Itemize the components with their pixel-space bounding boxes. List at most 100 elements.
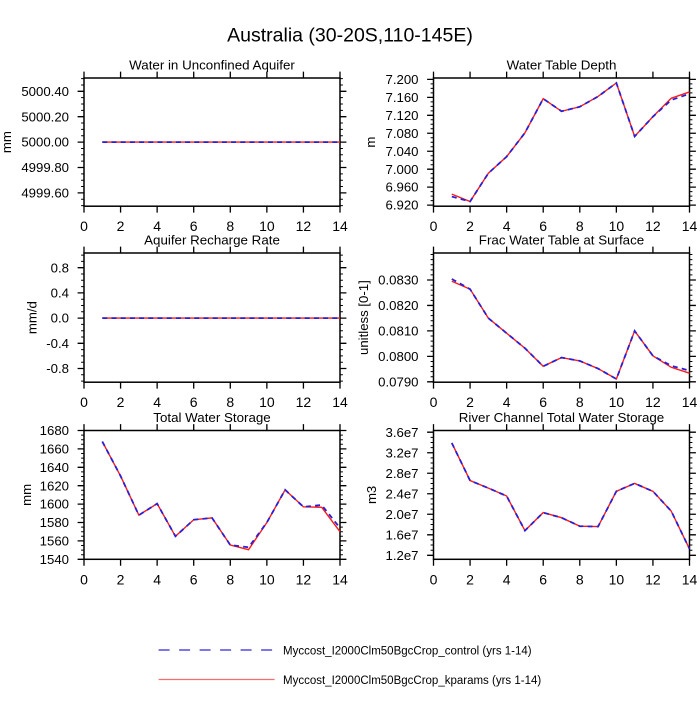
svg-text:4: 4 — [503, 218, 511, 234]
svg-text:2: 2 — [466, 571, 474, 587]
svg-text:5000.00: 5000.00 — [21, 135, 69, 150]
svg-text:0.4: 0.4 — [51, 286, 69, 301]
svg-text:0: 0 — [430, 218, 438, 234]
svg-text:Australia (30-20S,110-145E): Australia (30-20S,110-145E) — [227, 25, 473, 47]
svg-text:6: 6 — [190, 218, 198, 234]
svg-text:5000.40: 5000.40 — [21, 84, 69, 99]
svg-text:14: 14 — [332, 218, 348, 234]
svg-text:1560: 1560 — [40, 534, 69, 549]
svg-text:0.8: 0.8 — [51, 260, 69, 275]
svg-text:8: 8 — [226, 571, 234, 587]
svg-text:Total Water Storage: Total Water Storage — [153, 410, 270, 425]
svg-text:0.0810: 0.0810 — [378, 324, 418, 339]
svg-text:10: 10 — [259, 571, 275, 587]
svg-text:2: 2 — [466, 218, 474, 234]
svg-text:2: 2 — [117, 218, 125, 234]
svg-text:Water Table Depth: Water Table Depth — [507, 57, 617, 72]
svg-text:mm: mm — [19, 484, 34, 506]
svg-text:8: 8 — [576, 571, 584, 587]
svg-text:14: 14 — [682, 218, 698, 234]
svg-text:4999.60: 4999.60 — [21, 186, 69, 201]
svg-text:14: 14 — [682, 394, 698, 410]
svg-text:12: 12 — [645, 571, 661, 587]
svg-text:mm: mm — [0, 131, 14, 153]
svg-text:1540: 1540 — [40, 552, 69, 567]
svg-text:8: 8 — [226, 394, 234, 410]
svg-text:4999.80: 4999.80 — [21, 160, 69, 175]
svg-text:0.0790: 0.0790 — [378, 374, 418, 389]
svg-text:1.6e7: 1.6e7 — [385, 527, 418, 542]
svg-text:-0.4: -0.4 — [46, 336, 69, 351]
svg-text:12: 12 — [296, 218, 312, 234]
svg-text:m: m — [363, 137, 378, 148]
svg-text:1660: 1660 — [40, 442, 69, 457]
svg-text:4: 4 — [503, 394, 511, 410]
svg-text:1640: 1640 — [40, 460, 69, 475]
svg-text:0: 0 — [80, 571, 88, 587]
svg-text:14: 14 — [682, 571, 698, 587]
svg-text:-0.8: -0.8 — [46, 361, 69, 376]
svg-text:4: 4 — [153, 394, 161, 410]
svg-text:unitless [0-1]: unitless [0-1] — [356, 280, 371, 355]
svg-text:1680: 1680 — [40, 423, 69, 438]
svg-text:6: 6 — [539, 218, 547, 234]
svg-text:0: 0 — [80, 394, 88, 410]
svg-text:10: 10 — [259, 394, 275, 410]
svg-text:1600: 1600 — [40, 497, 69, 512]
svg-text:2.4e7: 2.4e7 — [385, 486, 418, 501]
svg-text:12: 12 — [645, 394, 661, 410]
svg-text:6.920: 6.920 — [385, 198, 418, 213]
svg-text:0.0: 0.0 — [51, 311, 69, 326]
svg-text:7.000: 7.000 — [385, 162, 418, 177]
svg-text:0: 0 — [80, 218, 88, 234]
svg-text:0: 0 — [430, 394, 438, 410]
svg-text:6.960: 6.960 — [385, 180, 418, 195]
svg-text:3.2e7: 3.2e7 — [385, 445, 418, 460]
svg-text:0.0830: 0.0830 — [378, 273, 418, 288]
svg-text:3.6e7: 3.6e7 — [385, 425, 418, 440]
svg-text:12: 12 — [296, 394, 312, 410]
svg-text:Myccost_I2000Clm50BgcCrop_cont: Myccost_I2000Clm50BgcCrop_control (yrs 1… — [283, 645, 532, 657]
svg-text:10: 10 — [609, 394, 625, 410]
svg-text:River Channel Total Water Stor: River Channel Total Water Storage — [459, 410, 664, 425]
svg-text:2: 2 — [466, 394, 474, 410]
svg-text:Myccost_I2000Clm50BgcCrop_kpar: Myccost_I2000Clm50BgcCrop_kparams (yrs 1… — [283, 675, 541, 687]
svg-text:14: 14 — [332, 571, 348, 587]
svg-text:6: 6 — [190, 394, 198, 410]
svg-text:2.0e7: 2.0e7 — [385, 507, 418, 522]
svg-text:0.0800: 0.0800 — [378, 349, 418, 364]
svg-text:6: 6 — [190, 571, 198, 587]
svg-text:1620: 1620 — [40, 478, 69, 493]
svg-text:4: 4 — [503, 571, 511, 587]
svg-text:10: 10 — [609, 571, 625, 587]
svg-text:8: 8 — [576, 218, 584, 234]
svg-text:1580: 1580 — [40, 515, 69, 530]
svg-text:6: 6 — [539, 571, 547, 587]
svg-text:7.200: 7.200 — [385, 72, 418, 87]
svg-text:4: 4 — [153, 218, 161, 234]
svg-text:0: 0 — [430, 571, 438, 587]
svg-text:2: 2 — [117, 571, 125, 587]
svg-text:Water in Unconfined Aquifer: Water in Unconfined Aquifer — [129, 57, 295, 72]
svg-text:1.2e7: 1.2e7 — [385, 548, 418, 563]
svg-text:8: 8 — [576, 394, 584, 410]
svg-text:Aquifer Recharge Rate: Aquifer Recharge Rate — [144, 232, 280, 247]
svg-text:0.0820: 0.0820 — [378, 298, 418, 313]
svg-text:6: 6 — [539, 394, 547, 410]
svg-text:5000.20: 5000.20 — [21, 109, 69, 124]
svg-text:12: 12 — [296, 571, 312, 587]
svg-text:7.120: 7.120 — [385, 108, 418, 123]
svg-text:7.080: 7.080 — [385, 126, 418, 141]
svg-text:14: 14 — [332, 394, 348, 410]
svg-text:10: 10 — [259, 218, 275, 234]
svg-text:7.160: 7.160 — [385, 90, 418, 105]
svg-text:10: 10 — [609, 218, 625, 234]
svg-text:12: 12 — [645, 218, 661, 234]
svg-text:mm/d: mm/d — [24, 301, 39, 334]
svg-text:m3: m3 — [364, 486, 379, 504]
svg-text:2.8e7: 2.8e7 — [385, 466, 418, 481]
svg-text:7.040: 7.040 — [385, 144, 418, 159]
svg-text:4: 4 — [153, 571, 161, 587]
svg-text:8: 8 — [226, 218, 234, 234]
svg-text:2: 2 — [117, 394, 125, 410]
